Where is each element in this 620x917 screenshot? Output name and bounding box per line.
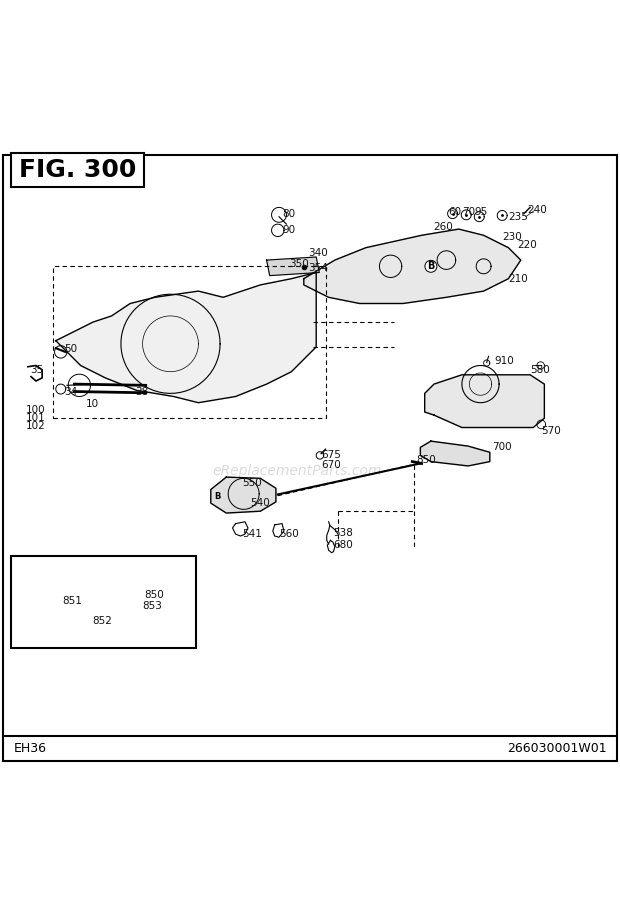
Text: eReplacementParts.com: eReplacementParts.com [213,464,383,478]
Text: 550: 550 [242,479,262,488]
Text: 220: 220 [518,239,538,249]
Text: 34: 34 [64,387,78,396]
Text: 266030001W01: 266030001W01 [507,742,606,755]
Text: 850: 850 [144,590,164,600]
Text: 850: 850 [417,455,436,465]
Text: 340: 340 [308,248,328,258]
Text: B: B [427,261,435,271]
Text: 95: 95 [474,207,487,217]
Text: 101: 101 [26,414,46,424]
Text: 570: 570 [541,425,561,436]
Bar [11,556,196,647]
Text: 675: 675 [321,450,341,460]
Text: 538: 538 [334,528,353,538]
Polygon shape [78,575,90,588]
Text: 38: 38 [135,387,148,396]
Polygon shape [420,441,490,466]
Text: 60: 60 [448,207,461,217]
Text: 853: 853 [143,601,162,611]
Text: 560: 560 [279,529,299,539]
Text: 240: 240 [527,205,547,215]
Text: 260: 260 [433,222,453,232]
Text: B: B [214,492,220,502]
Text: 541: 541 [242,529,262,539]
Polygon shape [304,229,521,304]
Text: 354: 354 [308,262,328,272]
Text: 90: 90 [282,226,295,236]
Text: 700: 700 [492,442,512,452]
Text: 680: 680 [334,540,353,550]
Text: 210: 210 [508,273,528,283]
Text: 102: 102 [26,421,46,431]
Text: 100: 100 [26,405,46,415]
Text: 540: 540 [250,498,270,508]
Text: 350: 350 [290,260,309,270]
Text: 852: 852 [92,616,112,626]
Bar [11,153,144,187]
Text: 230: 230 [502,231,522,241]
Text: 910: 910 [495,356,515,366]
Polygon shape [56,272,316,403]
Text: EH36: EH36 [14,742,46,755]
Text: 80: 80 [282,208,295,218]
Text: 50: 50 [64,345,78,354]
Text: 235: 235 [508,212,528,222]
Text: 851: 851 [62,596,82,606]
Text: 70: 70 [462,207,475,217]
Text: 580: 580 [530,365,550,375]
Polygon shape [211,477,276,513]
Polygon shape [267,257,319,276]
Polygon shape [425,375,544,427]
Text: 670: 670 [321,459,341,470]
Text: FIG. 300: FIG. 300 [19,158,136,182]
Text: 35: 35 [30,365,43,375]
Text: 10: 10 [86,399,99,409]
